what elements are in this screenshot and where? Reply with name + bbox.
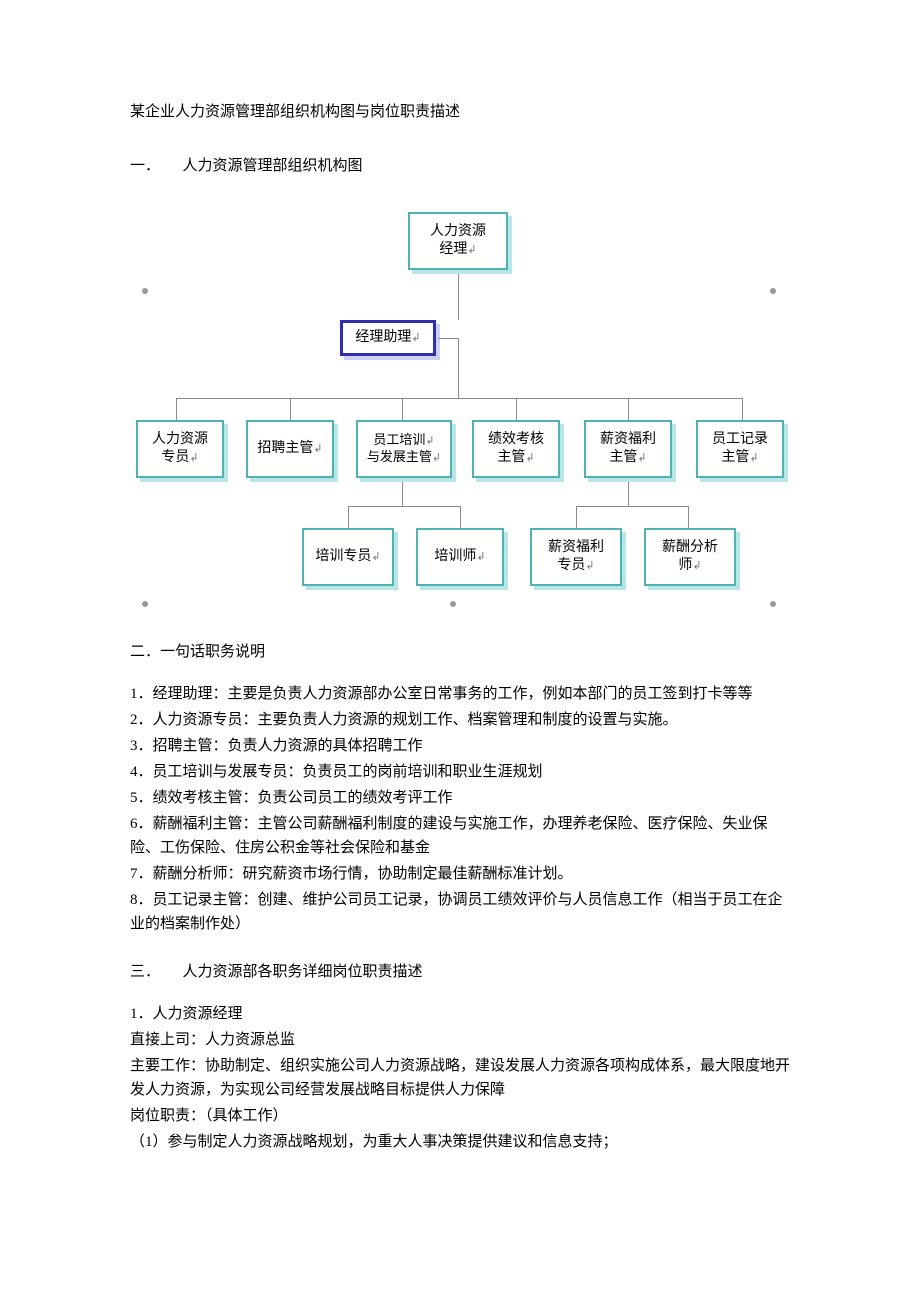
node-comp-analyst: 薪酬分析 师↲ xyxy=(644,528,736,586)
section2-list: 1．经理助理：主要是负责人力资源部办公室日常事务的工作，例如本部门的员工签到打卡… xyxy=(130,682,790,936)
node-text: 招聘主管↲ xyxy=(257,440,322,458)
connector xyxy=(628,482,629,506)
node-text: 薪资福利 xyxy=(600,431,656,449)
boss-line: 直接上司：人力资源总监 xyxy=(130,1028,790,1052)
node-text: 员工记录 xyxy=(712,431,768,449)
list-item: 2．人力资源专员：主要负责人力资源的规划工作、档案管理和制度的设置与实施。 xyxy=(130,708,790,732)
list-item: 6．薪酬福利主管：主管公司薪酬福利制度的建设与实施工作，办理养老保险、医疗保险、… xyxy=(130,812,790,860)
node-text: 培训师↲ xyxy=(434,548,485,566)
section3-heading: 三． 人力资源部各职务详细岗位职责描述 xyxy=(130,960,790,984)
node-text: 员工培训↲ xyxy=(373,432,434,449)
deco-dot xyxy=(450,601,456,607)
connector xyxy=(438,338,458,339)
node-hr-specialist: 人力资源 专员↲ xyxy=(136,420,224,478)
connector xyxy=(458,338,459,398)
connector xyxy=(176,398,742,399)
node-text: 与发展主管↲ xyxy=(367,449,441,466)
connector xyxy=(348,506,460,507)
deco-dot xyxy=(770,288,776,294)
main-work: 主要工作：协助制定、组织实施公司人力资源战略，建设发展人力资源各项构成体系，最大… xyxy=(130,1054,790,1102)
section3-body: 1．人力资源经理 直接上司：人力资源总监 主要工作：协助制定、组织实施公司人力资… xyxy=(130,1002,790,1154)
list-item: 7．薪酬分析师：研究薪资市场行情，协助制定最佳薪酬标准计划。 xyxy=(130,862,790,886)
node-training-specialist: 培训专员↲ xyxy=(302,528,394,586)
node-text: 薪酬分析 xyxy=(662,539,718,557)
node-comp-specialist: 薪资福利 专员↲ xyxy=(530,528,622,586)
section1-heading: 一． 人力资源管理部组织机构图 xyxy=(130,154,790,178)
page-title: 某企业人力资源管理部组织机构图与岗位职责描述 xyxy=(130,100,790,124)
node-text: 薪资福利 xyxy=(548,539,604,557)
node-compensation-mgr: 薪资福利 主管↲ xyxy=(584,420,672,478)
node-hr-manager: 人力资源 经理↲ xyxy=(408,212,508,270)
connector xyxy=(458,274,459,320)
connector xyxy=(348,506,349,528)
node-assistant: 经理助理↲ xyxy=(340,320,436,356)
node-text: 经理↲ xyxy=(439,241,476,259)
connector xyxy=(176,398,177,420)
node-text: 主管↲ xyxy=(497,449,534,467)
duty-item: （1）参与制定人力资源战略规划，为重大人事决策提供建议和信息支持； xyxy=(130,1130,790,1154)
node-records-mgr: 员工记录 主管↲ xyxy=(696,420,784,478)
list-item: 4．员工培训与发展专员：负责员工的岗前培训和职业生涯规划 xyxy=(130,760,790,784)
node-text: 培训专员↲ xyxy=(315,548,380,566)
connector xyxy=(688,506,689,528)
node-text: 主管↲ xyxy=(721,449,758,467)
node-text: 师↲ xyxy=(678,557,701,575)
node-text: 主管↲ xyxy=(609,449,646,467)
node-text: 专员↲ xyxy=(557,557,594,575)
node-text: 经理助理↲ xyxy=(355,329,420,347)
node-training-mgr: 员工培训↲ 与发展主管↲ xyxy=(356,420,452,478)
connector xyxy=(742,398,743,420)
connector xyxy=(576,506,577,528)
section2-heading: 二．一句话职务说明 xyxy=(130,640,790,664)
deco-dot xyxy=(142,288,148,294)
node-text: 人力资源 xyxy=(430,223,486,241)
node-text: 绩效考核 xyxy=(488,431,544,449)
list-item: 3．招聘主管：负责人力资源的具体招聘工作 xyxy=(130,734,790,758)
connector xyxy=(402,482,403,506)
deco-dot xyxy=(142,601,148,607)
node-recruit-mgr: 招聘主管↲ xyxy=(246,420,334,478)
list-item: 8．员工记录主管：创建、维护公司员工记录，协调员工绩效评价与人员信息工作（相当于… xyxy=(130,888,790,936)
list-item: 5．绩效考核主管：负责公司员工的绩效考评工作 xyxy=(130,786,790,810)
sub-title: 1．人力资源经理 xyxy=(130,1002,790,1026)
node-text: 专员↲ xyxy=(161,449,198,467)
node-text: 人力资源 xyxy=(152,431,208,449)
connector xyxy=(290,398,291,420)
node-performance-mgr: 绩效考核 主管↲ xyxy=(472,420,560,478)
connector xyxy=(576,506,688,507)
node-trainer: 培训师↲ xyxy=(416,528,504,586)
connector xyxy=(628,398,629,420)
org-chart: 人力资源 经理↲ 经理助理↲ 人力资源 专员↲ 招聘主管↲ 员工培训↲ 与发展主… xyxy=(130,196,790,616)
connector xyxy=(402,398,403,420)
connector xyxy=(516,398,517,420)
connector xyxy=(460,506,461,528)
list-item: 1．经理助理：主要是负责人力资源部办公室日常事务的工作，例如本部门的员工签到打卡… xyxy=(130,682,790,706)
deco-dot xyxy=(770,601,776,607)
duties-label: 岗位职责：（具体工作） xyxy=(130,1104,790,1128)
